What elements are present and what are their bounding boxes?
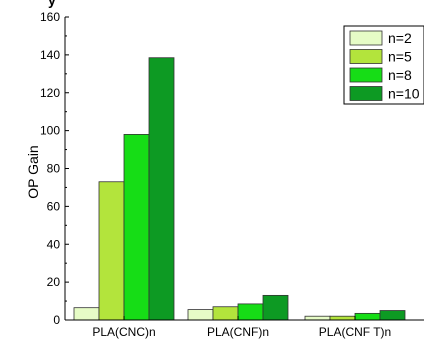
bar-PLA(CNF T)n-n=5 bbox=[329, 315, 356, 321]
y-axis-label: OP Gain bbox=[25, 145, 41, 198]
bar-PLA(CNC)n-n=10 bbox=[148, 57, 175, 321]
x-category-label: PLA(CNF T)n bbox=[319, 325, 391, 339]
bar-PLA(CNF T)n-n=8 bbox=[354, 312, 381, 321]
bar-PLA(CNF)n-n=10 bbox=[262, 294, 289, 321]
legend-label: n=8 bbox=[388, 67, 412, 83]
x-category-label: PLA(CNF)n bbox=[207, 325, 269, 339]
y-tick-label: 160 bbox=[40, 10, 60, 24]
bar-PLA(CNF)n-n=5 bbox=[212, 306, 239, 321]
y-tick-label: 40 bbox=[47, 237, 61, 251]
legend-label: n=2 bbox=[388, 30, 412, 46]
bar-PLA(CNC)n-n=2 bbox=[73, 307, 100, 321]
y-tick-label: 120 bbox=[40, 86, 60, 100]
legend-label: n=10 bbox=[388, 86, 420, 102]
legend-swatch bbox=[349, 67, 383, 83]
bar-PLA(CNC)n-n=5 bbox=[98, 181, 125, 321]
y-tick-label: 60 bbox=[47, 199, 61, 213]
bar-PLA(CNF)n-n=8 bbox=[237, 303, 264, 321]
bar-PLA(CNF T)n-n=2 bbox=[304, 315, 331, 321]
y-tick-label: 80 bbox=[47, 162, 61, 176]
legend-swatch bbox=[349, 30, 383, 46]
chart-title: y bbox=[48, 0, 56, 8]
x-category-label: PLA(CNC)n bbox=[92, 325, 155, 339]
y-ticks-group: 0 20 40 60 80 100 120 140 160 bbox=[40, 10, 69, 327]
legend-swatch bbox=[349, 49, 383, 64]
y-tick-label: 140 bbox=[40, 48, 60, 62]
x-category-labels: PLA(CNC)n PLA(CNF)n PLA(CNF T)n bbox=[92, 316, 391, 339]
legend-swatch bbox=[349, 86, 383, 101]
bar-PLA(CNC)n-n=8 bbox=[123, 134, 150, 321]
y-tick-label: 0 bbox=[53, 313, 60, 327]
bar-PLA(CNF)n-n=2 bbox=[187, 309, 214, 321]
legend-label: n=5 bbox=[388, 49, 412, 65]
legend: n=2 n=5 n=8 n=10 bbox=[343, 25, 424, 105]
y-tick-label: 20 bbox=[47, 275, 61, 289]
y-tick-label: 100 bbox=[40, 124, 60, 138]
bar-PLA(CNF T)n-n=10 bbox=[379, 310, 406, 321]
bars-group bbox=[73, 57, 406, 321]
